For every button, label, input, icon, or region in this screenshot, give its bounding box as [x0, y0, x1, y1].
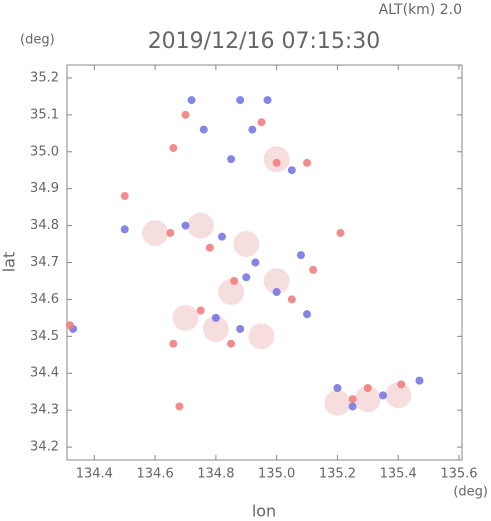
- echo-point: [187, 212, 214, 239]
- echo-point: [236, 324, 245, 333]
- echo-point: [415, 376, 424, 385]
- echo-point: [251, 258, 260, 267]
- echo-point: [120, 192, 129, 201]
- y-axis-label: lat: [0, 252, 19, 273]
- echo-point: [287, 295, 296, 304]
- echo-point: [175, 402, 184, 411]
- echo-point: [169, 339, 178, 348]
- echo-point: [263, 267, 290, 294]
- echo-point: [296, 251, 305, 260]
- echo-point: [248, 323, 275, 350]
- echo-point: [257, 118, 266, 127]
- y-tick-label: 35.1: [30, 107, 59, 122]
- y-tick-label: 35.0: [30, 144, 59, 159]
- y-tick-label: 34.8: [30, 218, 59, 233]
- echo-point: [181, 221, 190, 230]
- echo-point: [242, 273, 251, 282]
- echo-point: [202, 315, 229, 342]
- echo-point: [309, 265, 318, 274]
- x-tick-label: 135.0: [258, 467, 295, 482]
- echo-point: [236, 96, 245, 105]
- echo-point: [385, 382, 412, 409]
- echo-point: [336, 228, 345, 237]
- echo-point: [218, 279, 245, 306]
- x-tick-label: 134.4: [76, 467, 113, 482]
- echo-point: [142, 219, 169, 246]
- y-tick-label: 34.5: [30, 329, 59, 344]
- echo-point: [230, 276, 239, 285]
- echo-point: [172, 304, 199, 331]
- echo-point: [363, 384, 372, 393]
- echo-point: [303, 310, 312, 319]
- x-tick-label: 135.6: [440, 467, 477, 482]
- echo-point: [263, 96, 272, 105]
- echo-point: [169, 144, 178, 153]
- echo-point: [272, 158, 281, 167]
- echo-point: [379, 391, 387, 400]
- x-tick-label: 135.4: [380, 467, 417, 482]
- echo-point: [287, 166, 296, 175]
- subtitle: ALT(km) 2.0: [379, 2, 462, 18]
- echo-point: [397, 380, 406, 389]
- y-tick-label: 34.9: [30, 181, 59, 196]
- echo-point: [120, 225, 129, 234]
- y-tick-label: 34.6: [30, 292, 59, 307]
- echo-point: [303, 158, 312, 167]
- echo-point: [233, 231, 260, 258]
- echo-point: [181, 110, 190, 119]
- y-tick-label: 34.7: [30, 255, 59, 270]
- echo-point: [272, 288, 281, 297]
- echo-point: [211, 313, 220, 322]
- echo-point: [196, 306, 205, 315]
- echo-point: [227, 339, 236, 348]
- y-tick-label: 35.2: [30, 70, 59, 85]
- y-unit: (deg): [20, 33, 55, 48]
- echo-point: [187, 96, 196, 105]
- echo-point: [348, 402, 357, 411]
- echo-point: [205, 243, 214, 252]
- x-unit: (deg): [453, 485, 488, 500]
- echo-point: [217, 232, 226, 241]
- x-tick-label: 134.6: [137, 467, 174, 482]
- echo-point: [324, 389, 351, 416]
- echo-point: [66, 321, 75, 330]
- x-tick-label: 134.8: [197, 467, 234, 482]
- echo-point: [348, 395, 357, 404]
- echo-point: [248, 125, 257, 134]
- x-tick-label: 135.2: [319, 467, 356, 482]
- echo-point: [166, 228, 175, 237]
- y-tick-label: 34.2: [30, 440, 59, 455]
- echo-point: [354, 386, 381, 413]
- echo-point: [333, 384, 342, 393]
- x-axis-label: lon: [252, 502, 276, 521]
- y-tick-label: 34.4: [30, 366, 59, 381]
- echo-point: [199, 125, 208, 134]
- echo-point: [227, 155, 236, 164]
- chart-title: 2019/12/16 07:15:30: [148, 29, 381, 54]
- y-tick-label: 34.3: [30, 403, 59, 418]
